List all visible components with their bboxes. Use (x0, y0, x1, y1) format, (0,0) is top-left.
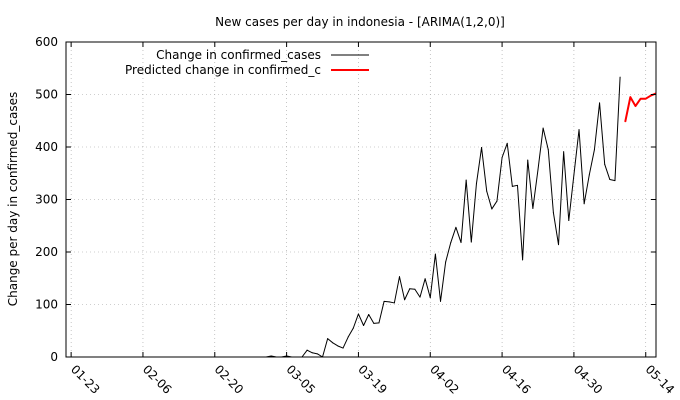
series-layer (265, 76, 657, 358)
data-point (614, 180, 616, 182)
data-point (486, 190, 488, 192)
data-point (404, 299, 406, 301)
data-point (619, 76, 621, 78)
data-point (532, 207, 534, 209)
data-point (398, 276, 400, 278)
x-tick-label: 01-23 (68, 362, 103, 397)
y-tick-label: 500 (35, 88, 58, 102)
data-point (378, 322, 380, 324)
y-ticks: 0 100 200 300 400 500 600 (35, 35, 656, 364)
data-point (634, 105, 636, 107)
data-point (368, 313, 370, 315)
data-point (547, 149, 549, 151)
legend-label: Predicted change in confirmed_c (125, 63, 321, 77)
legend-label: Change in confirmed_cases (156, 48, 321, 62)
x-ticks: 01-23 02-06 02-20 03-05 03-19 04-02 04-16 04-30… (68, 42, 677, 397)
data-point (306, 349, 308, 351)
x-tick-label: 05-14 (643, 362, 678, 397)
y-tick-label: 400 (35, 140, 58, 154)
data-point (316, 353, 318, 355)
data-point (583, 203, 585, 205)
data-point (496, 200, 498, 202)
x-tick-label: 04-02 (427, 362, 462, 397)
data-point (568, 220, 570, 221)
series-line-confirmed (265, 77, 621, 358)
data-point (424, 278, 426, 280)
data-point (516, 184, 518, 186)
data-point (342, 347, 344, 349)
grid (66, 42, 656, 357)
data-point (455, 226, 457, 228)
data-point (506, 142, 508, 144)
data-point (450, 242, 452, 244)
data-point (393, 302, 395, 304)
data-point (419, 296, 421, 298)
data-point (409, 288, 411, 290)
data-point (363, 325, 365, 326)
data-point (429, 297, 431, 299)
data-point (347, 336, 349, 338)
data-point (475, 183, 477, 185)
data-point (563, 151, 565, 153)
data-point (501, 157, 503, 158)
series-line-predicted (624, 92, 657, 123)
data-point (440, 300, 442, 302)
data-point (388, 301, 390, 303)
data-point (460, 242, 462, 244)
data-point (373, 322, 375, 324)
y-tick-label: 100 (35, 298, 58, 312)
data-point (327, 338, 329, 340)
data-point (537, 169, 539, 171)
data-point (624, 121, 626, 123)
x-tick-label: 02-06 (140, 362, 175, 397)
data-point (609, 179, 611, 181)
data-point (522, 259, 524, 261)
data-point (645, 98, 647, 100)
data-point (311, 352, 313, 354)
data-point (470, 241, 472, 243)
data-point (588, 174, 590, 176)
data-point (604, 163, 606, 165)
y-tick-label: 600 (35, 35, 58, 49)
x-tick-label: 02-20 (212, 362, 247, 397)
data-point (527, 159, 529, 161)
data-point (414, 288, 416, 290)
x-tick-label: 04-16 (499, 362, 534, 397)
data-point (337, 345, 339, 347)
data-point (434, 253, 436, 255)
data-point (332, 342, 334, 344)
data-point (573, 174, 575, 176)
data-point (650, 95, 652, 97)
data-point (593, 149, 595, 151)
data-point (578, 129, 580, 131)
y-tick-label: 200 (35, 245, 58, 259)
x-tick-label: 03-05 (283, 362, 318, 397)
data-point (558, 244, 560, 246)
data-point (465, 179, 467, 181)
data-point (445, 261, 447, 263)
y-tick-label: 300 (35, 193, 58, 207)
data-point (481, 147, 483, 149)
y-tick-label: 0 (50, 350, 58, 364)
data-point (357, 313, 359, 315)
data-point (640, 98, 642, 100)
data-point (491, 208, 493, 210)
x-tick-label: 03-19 (355, 362, 390, 397)
chart-title: New cases per day in indonesia - [ARIMA(… (215, 15, 505, 29)
data-point (511, 185, 513, 187)
x-tick-label: 04-30 (571, 362, 606, 397)
data-point (270, 355, 272, 357)
data-point (352, 327, 354, 329)
data-point (629, 96, 631, 98)
data-point (383, 300, 385, 302)
data-point (552, 212, 554, 214)
y-axis-label: Change per day in confirmed_cases (6, 92, 20, 307)
data-point (542, 127, 544, 129)
data-point (599, 102, 601, 104)
